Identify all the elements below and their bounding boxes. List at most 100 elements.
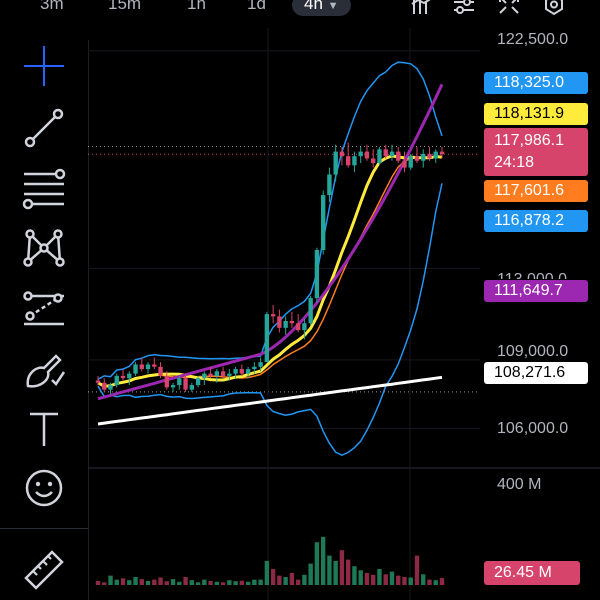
volume-bar [133,576,138,585]
candle-body [314,250,320,299]
price-axis-label: 106,000.0 [497,420,569,437]
ma-white-badge: 108,271.6 [484,362,588,384]
volume-bar [320,536,326,585]
volume-bar [277,575,282,585]
trend-line-tool[interactable] [22,106,66,150]
candle-body [202,373,207,379]
timeframe-3m[interactable]: 3m [40,0,64,13]
volume-bar [120,578,126,585]
volume-bar [208,580,213,585]
bollinger-lower [97,183,443,457]
candle-body [389,151,395,157]
candle-body [102,382,107,390]
candle-body [152,364,157,367]
ma-purple-badge: 111,649.7 [484,280,588,302]
last-price-badge: 117,986.1 24:18 [484,128,588,176]
candle-body [396,151,401,161]
timeframe-1d[interactable]: 1d [247,0,266,13]
volume-bar [408,577,413,585]
volume-bar [358,570,363,585]
candle-body [195,378,201,386]
forecast-tool[interactable] [22,286,66,330]
volume-bar [108,575,113,585]
candle-body [120,375,126,379]
candle-body [383,149,388,157]
text-tool[interactable] [22,406,66,450]
ruler-tool[interactable] [22,548,66,592]
candle-body [95,380,101,383]
patterns-tool[interactable] [22,226,66,270]
timeframe-1h[interactable]: 1h [187,0,206,13]
brush-tool[interactable] [22,346,66,390]
candle-body [270,314,276,317]
chevron-down-icon: ▼ [327,0,339,12]
candle-body [408,156,413,168]
volume-bar [289,572,295,585]
volume-bar [258,579,263,585]
candle-body [339,151,345,157]
volume-bar [195,582,201,585]
crosshair-tool[interactable] [22,44,66,88]
candle-body [170,385,176,388]
candle-body [133,364,138,374]
forecast-icon [23,291,64,326]
volume-bar [252,579,257,585]
volume-bar [295,579,301,585]
volume-bar [383,574,388,585]
volume-bar [396,575,401,585]
volume-bar [283,576,288,585]
volume-bar [377,568,382,585]
volume-bar [308,563,313,585]
volume-bar [421,574,426,585]
ma-yellow-badge: 118,131.9 [484,103,588,125]
indicators-icon[interactable] [410,0,434,16]
timeframe-4h-label: 4h [304,0,323,13]
timeframe-bar: 3m 15m 1h 1d 4h ▼ [0,0,600,20]
timeframe-4h[interactable]: 4h ▼ [292,0,351,16]
volume-bar [402,576,407,585]
emoji-tool[interactable] [22,466,66,510]
volume-bar [102,582,107,585]
candle-body [220,371,226,376]
candle-body [227,373,232,376]
volume-bar [364,572,370,585]
volume-bar [183,576,188,585]
volume-bar [158,577,163,585]
volume-bar [170,579,176,585]
gear-icon[interactable] [542,0,566,16]
timeframe-15m[interactable]: 15m [108,0,142,13]
bollinger-upper [97,61,443,380]
candle-body [114,375,119,386]
candle-body [358,151,363,157]
fib-levels-tool[interactable] [22,166,66,210]
candle-body [164,375,169,388]
candles-layer [95,142,445,395]
volume-bar [371,574,376,585]
candle-body [283,320,288,328]
candle-body [108,385,113,390]
volume-bar [145,580,151,585]
candle-body [302,323,307,331]
volume-layer [95,536,445,585]
patterns-icon [23,229,65,267]
volume-axis-label: 400 M [497,476,542,493]
volume-bar [227,580,232,585]
volume-bar [270,568,276,585]
brush-icon [26,354,66,388]
candle-body [427,153,432,159]
candle-body [421,153,426,161]
candle-body [295,323,301,331]
candle-body [127,373,132,379]
volume-bar [389,571,395,585]
fullscreen-icon[interactable] [497,0,521,16]
ma-yellow [97,154,443,388]
settings-sliders-icon[interactable] [452,0,476,16]
candle-body [183,378,188,390]
candle-body [239,369,245,374]
price-axis-label: 113,000.0 [497,271,567,279]
fib-levels-icon [22,168,66,210]
ruler-icon [24,550,64,590]
volume-bar [352,566,357,585]
volume-bar [345,559,351,585]
